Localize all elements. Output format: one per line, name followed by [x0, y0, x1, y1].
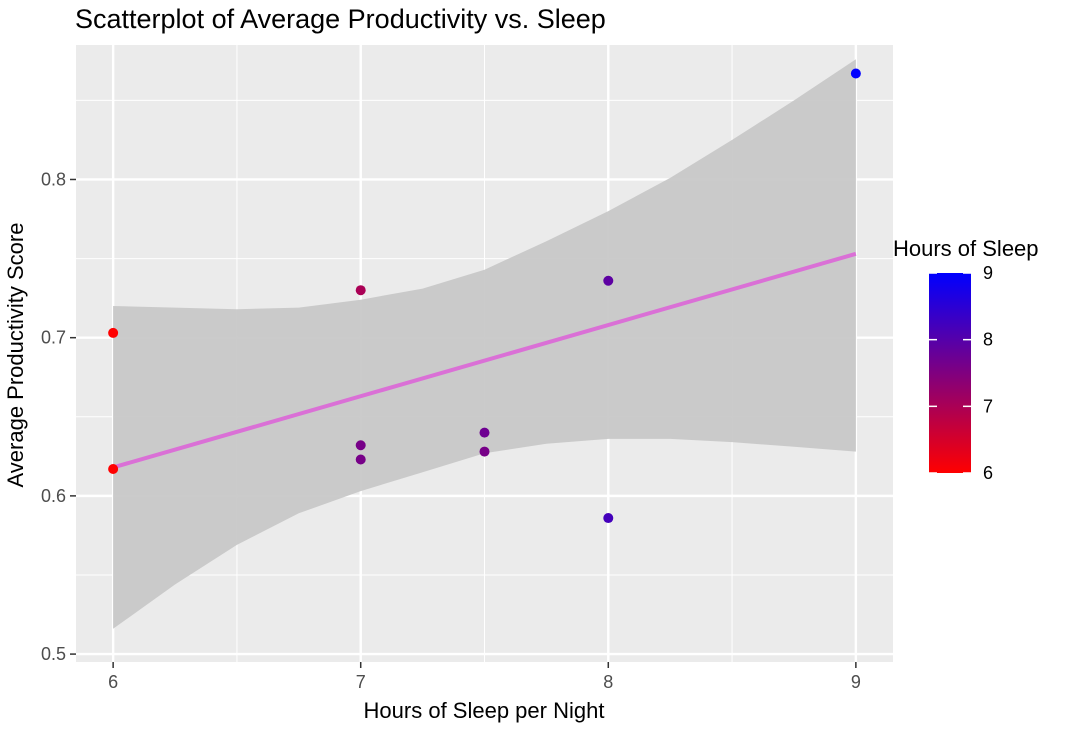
x-tick-label: 7 — [356, 672, 366, 692]
data-point — [850, 68, 861, 79]
y-tick-label: 0.8 — [41, 169, 66, 189]
x-tick-label: 9 — [851, 672, 861, 692]
confidence-band — [113, 59, 856, 629]
legend-label: 7 — [983, 396, 993, 416]
data-point — [479, 446, 490, 457]
legend-colorbar — [929, 273, 971, 473]
data-point — [108, 463, 119, 474]
data-point — [108, 327, 119, 338]
data-point — [603, 275, 614, 286]
x-axis-title: Hours of Sleep per Night — [364, 698, 605, 723]
y-axis-ticks: 0.5 0.6 0.7 0.8 — [41, 169, 76, 664]
x-axis-ticks: 6 7 8 9 — [108, 662, 861, 692]
data-point — [603, 513, 614, 524]
legend-ticks: 6 7 8 9 — [929, 263, 993, 483]
y-tick-label: 0.5 — [41, 644, 66, 664]
legend-title: Hours of Sleep — [893, 236, 1039, 261]
data-point — [355, 285, 366, 296]
data-point — [355, 454, 366, 465]
data-point — [355, 440, 366, 451]
legend-label: 6 — [983, 463, 993, 483]
data-point — [479, 427, 490, 438]
legend-label: 8 — [983, 330, 993, 350]
legend-label: 9 — [983, 263, 993, 283]
x-tick-label: 6 — [108, 672, 118, 692]
y-axis-title: Average Productivity Score — [3, 223, 28, 488]
x-tick-label: 8 — [603, 672, 613, 692]
chart-title: Scatterplot of Average Productivity vs. … — [75, 4, 606, 34]
data-points — [108, 68, 861, 524]
trend-line — [112, 251, 857, 470]
y-tick-label: 0.6 — [41, 486, 66, 506]
y-tick-label: 0.7 — [41, 328, 66, 348]
